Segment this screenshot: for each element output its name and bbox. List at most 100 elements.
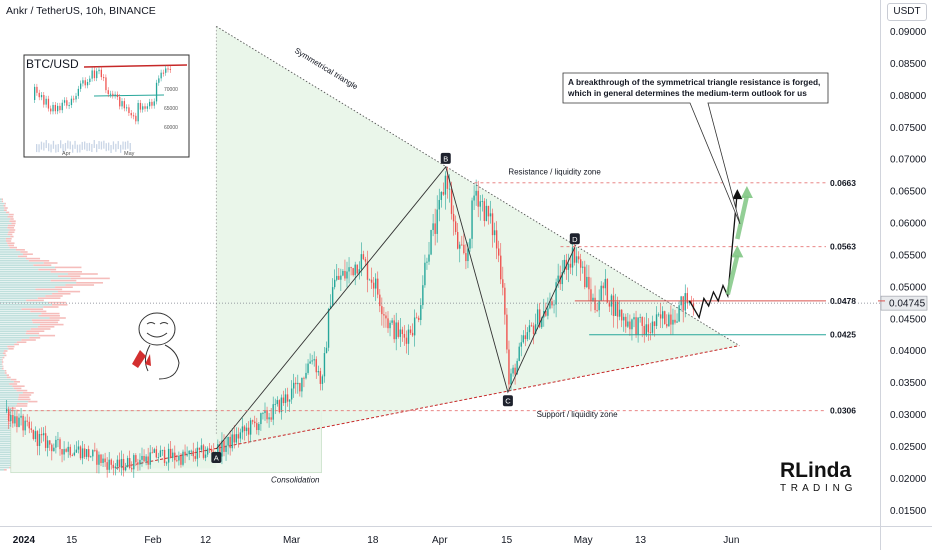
volume-profile-bar [0,392,23,394]
volume-profile-bar [26,299,44,302]
volume-profile-bar [0,337,30,339]
inset-volume-bar [69,141,71,150]
candle [102,458,104,463]
volume-profile-bar [8,420,12,423]
volume-profile-bar [16,341,27,343]
candle [196,447,199,459]
volume-profile-bar [0,372,5,374]
x-tick-label: 12 [200,535,212,546]
volume-profile-bar [0,332,26,335]
volume-profile-bar [0,315,39,317]
candle [557,275,559,283]
candle [426,261,428,263]
volume-profile-bar [0,385,13,387]
candle [290,388,293,400]
candle [463,244,465,254]
candle [362,254,365,260]
volume-profile-bar [0,238,6,240]
inset-candle [73,98,75,100]
candle [30,428,32,430]
inset-candle [43,95,45,105]
candle [192,450,194,457]
volume-profile-bar [0,218,11,220]
candle [381,306,383,315]
candle [38,434,41,446]
volume-profile-bar [2,356,5,359]
zone-label-resistance: Resistance / liquidity zone [508,168,601,177]
candle [475,190,477,196]
y-tick-label: 0.04000 [890,346,927,357]
volume-profile-bar [9,229,16,231]
candle [526,332,529,340]
candle [377,278,379,295]
inset-volume-bar [64,142,67,151]
price-levels: 0.0663 0.0563 0.0478 0.0425 0.0306 Resistance… [0,168,880,419]
volume-profile-bar [33,264,52,266]
candle [594,297,596,311]
candle [8,409,10,422]
volume-profile-bar [43,262,58,264]
inset-candle [80,83,82,89]
candle [645,324,647,335]
inset-candle [112,93,114,96]
volume-profile-bar [0,235,11,238]
volume-profile-bar [0,301,49,304]
volume-profile-bar [4,202,6,205]
candle [141,455,143,460]
inset-candle [89,78,91,83]
volume-profile-bar [0,317,50,319]
candle [532,325,535,334]
candle [368,279,371,281]
volume-profile-bar [0,222,12,225]
inset-candle [98,69,100,72]
volume-profile-bar [3,205,6,207]
inset-volume-bar [129,143,131,152]
candle [167,448,170,463]
inset-volume-bar [79,144,81,153]
candle [461,244,463,246]
candle [159,450,162,458]
green-arrow-2 [735,185,753,240]
candle [135,455,137,463]
candle [549,301,551,309]
candle [182,451,184,465]
candle [200,445,203,450]
candle [413,317,416,336]
candle [446,175,449,189]
volume-profile-bar [0,429,21,431]
volume-profile-bar [0,224,8,227]
inset-candle [70,98,73,106]
candle [360,254,363,270]
inset-volume-bar [55,144,57,153]
inset-candle [165,68,167,73]
volume-profile-bar [0,304,53,306]
candle [489,213,492,217]
volume-profile-bar [0,365,3,368]
inset-candle [169,68,171,70]
y-tick-label: 0.08000 [890,91,927,102]
candle [424,262,426,286]
candle [379,294,381,307]
inset-candle [119,97,121,107]
volume-profile-bar [15,405,28,407]
candle [180,455,182,465]
candle [55,439,57,448]
volume-profile-bar [28,260,50,262]
candle [623,316,625,321]
volume-profile-bar [0,253,23,255]
x-tick-label: 13 [635,535,647,546]
candle [325,347,328,354]
candle [653,321,656,326]
volume-profile-bar [7,233,13,236]
currency-button[interactable]: USDT [887,3,927,21]
volume-profile-bar [2,367,4,370]
volume-profile-bar [0,257,26,260]
candle [409,329,412,333]
inset-candle [96,71,98,79]
annotation-callout: A breakthrough of the symmetrical triang… [562,72,829,225]
candle [178,455,180,461]
candle [487,205,490,217]
pattern-point-badge [440,152,451,164]
candle [692,303,695,310]
